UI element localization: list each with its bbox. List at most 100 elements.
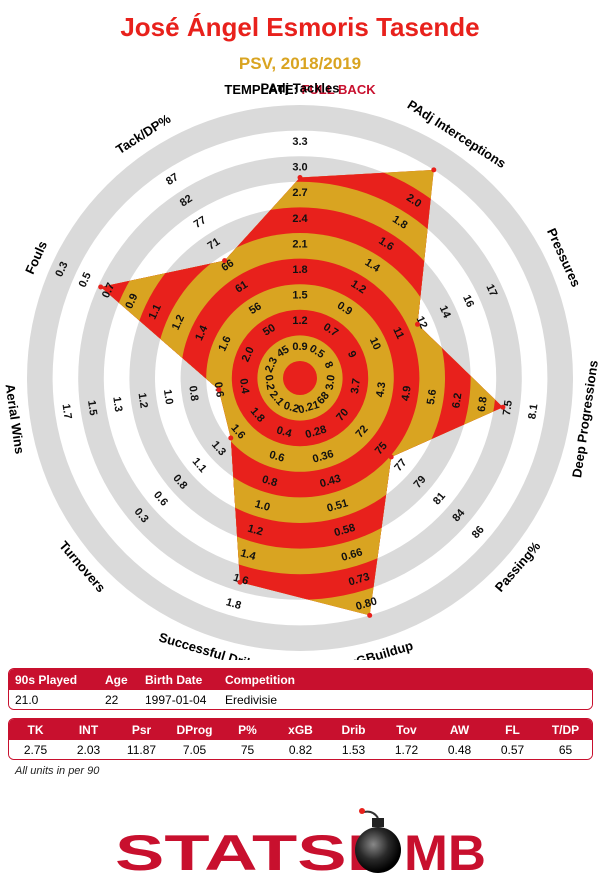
tick-label: 1.8 [292, 264, 307, 276]
tick-label: 6.8 [476, 396, 490, 413]
template-line: TEMPLATE: FULL BACK [0, 82, 600, 97]
polygon-vertex [216, 387, 222, 393]
tick-label: 2.1 [292, 238, 307, 250]
tick-label: 87 [164, 171, 181, 188]
team-season-subtitle: PSV, 2018/2019 [238, 54, 362, 73]
stats-header-cell: INT [78, 722, 99, 737]
metric-label: Aerial Wins [2, 383, 27, 455]
tick-label: 77 [192, 214, 209, 231]
stats-value-cell: 11.87 [126, 742, 157, 757]
tick-label: 1.1 [147, 302, 164, 321]
info-header-birth-date: Birth Date [145, 672, 203, 687]
tick-label: 3.7 [349, 378, 363, 395]
stats-table: TK INT Psr DProg P% xGB Drib Tov AW FL T/DP 2.75 2.… [8, 718, 593, 760]
tick-label: 0.4 [275, 424, 294, 440]
tick-label: 1.5 [85, 399, 99, 416]
stats-value-cell: 0.48 [447, 742, 472, 757]
tick-label: 7.5 [501, 399, 515, 416]
tick-label: 4.3 [374, 381, 388, 398]
tick-label: 0.66 [340, 546, 364, 564]
tick-label: 3.0 [324, 374, 338, 391]
tick-label: 1.6 [232, 572, 250, 588]
tick-label: 0.21 [297, 399, 321, 417]
logo-text-left: STATSB [115, 825, 400, 880]
stats-header-cell: T/DP [551, 722, 580, 737]
metric-label: Deep Progressions [569, 359, 600, 478]
polygon-vertex [228, 435, 234, 441]
player-info-value-row: 21.0 22 1997-01-04 Eredivisie [9, 690, 592, 709]
tick-label: 56 [247, 300, 264, 317]
tick-label: 11 [390, 325, 406, 341]
tick-label: 1.6 [216, 334, 233, 353]
tick-label: 1.8 [224, 596, 242, 612]
tick-label: 0.51 [326, 497, 350, 515]
stats-header-cell: Psr [131, 722, 152, 737]
template-value: FULL BACK [301, 82, 376, 97]
polygon-vertex [415, 321, 420, 327]
tick-label: 3.0 [292, 162, 307, 174]
metric-label: PAdj Tackles [261, 80, 340, 95]
info-value-birth-date: 1997-01-04 [145, 692, 207, 707]
stats-value-cell: 2.03 [76, 742, 101, 757]
polygon-vertex [237, 579, 243, 585]
tick-label: 2.3 [263, 356, 280, 375]
polygon-vertex [431, 167, 437, 173]
tick-label: 10 [367, 336, 383, 352]
info-value-90s: 21.0 [15, 692, 39, 707]
tick-label: 50 [261, 322, 278, 339]
stats-header-cell: TK [27, 722, 44, 737]
polygon-vertex [500, 404, 506, 410]
stats-header-cell: xGB [288, 722, 313, 737]
stats-value-row: 2.75 2.03 11.87 7.05 75 0.82 1.53 1.72 0.48 0.57 6… [9, 740, 592, 759]
polygon-vertex [367, 612, 373, 618]
tick-label: 8 [322, 360, 335, 371]
tick-label: 0.9 [123, 292, 140, 311]
tick-label: 1.5 [292, 290, 307, 302]
tick-label: 0.28 [304, 424, 328, 442]
tick-label: 1.0 [161, 389, 175, 406]
stats-value-cell: 1.53 [341, 742, 366, 757]
tick-label: 0.2 [262, 374, 276, 391]
tick-label: 0.3 [53, 260, 70, 279]
logo-text-right: MB [404, 825, 486, 880]
polygon-vertex [98, 284, 104, 290]
tick-label: 1.2 [170, 313, 187, 332]
info-header-competition: Competition [225, 672, 295, 687]
stats-value-cell: 1.72 [394, 742, 419, 757]
tick-label: 2.0 [240, 345, 257, 364]
tick-label: 3.3 [292, 136, 307, 148]
stats-header-cell: Tov [396, 722, 417, 737]
tick-label: 1.4 [239, 547, 258, 563]
tick-label: 1.2 [292, 315, 307, 327]
tick-label: 0.9 [292, 341, 307, 353]
polygon-vertex [222, 258, 228, 264]
tick-label: 1.7 [60, 403, 74, 420]
tick-label: 14 [437, 304, 453, 321]
statsbomb-logo: STATSB MB [115, 808, 486, 880]
metric-label: Fouls [22, 239, 50, 277]
tick-label: 1.2 [246, 523, 264, 539]
tick-label: 0.4 [237, 378, 251, 396]
player-info-table: 90s Played Age Birth Date Competition 21… [8, 668, 593, 710]
tick-label: 0.7 [100, 281, 117, 300]
tick-label: 1.2 [136, 392, 150, 409]
info-value-competition: Eredivisie [225, 692, 278, 707]
tick-label: 1.0 [253, 498, 271, 514]
stats-value-cell: 65 [558, 742, 573, 757]
info-value-age: 22 [105, 692, 119, 707]
stats-header-cell: DProg [176, 722, 213, 737]
tick-label: 9 [345, 349, 358, 360]
tick-label: 1.3 [110, 396, 124, 413]
player-info-header-row: 90s Played Age Birth Date Competition [9, 669, 592, 690]
stats-header-cell: P% [238, 722, 257, 737]
tick-label: 0.5 [77, 271, 94, 290]
template-label: TEMPLATE: [224, 82, 298, 97]
tick-label: 0.2 [282, 400, 300, 416]
polygon-band [283, 361, 317, 395]
tick-label: 0.80 [355, 595, 379, 613]
tick-label: 16 [460, 293, 476, 309]
tick-label: 4.9 [400, 385, 414, 402]
tick-label: 0.8 [186, 385, 200, 402]
units-note: All units in per 90 [15, 765, 100, 777]
tick-label: 0.8 [261, 473, 279, 489]
